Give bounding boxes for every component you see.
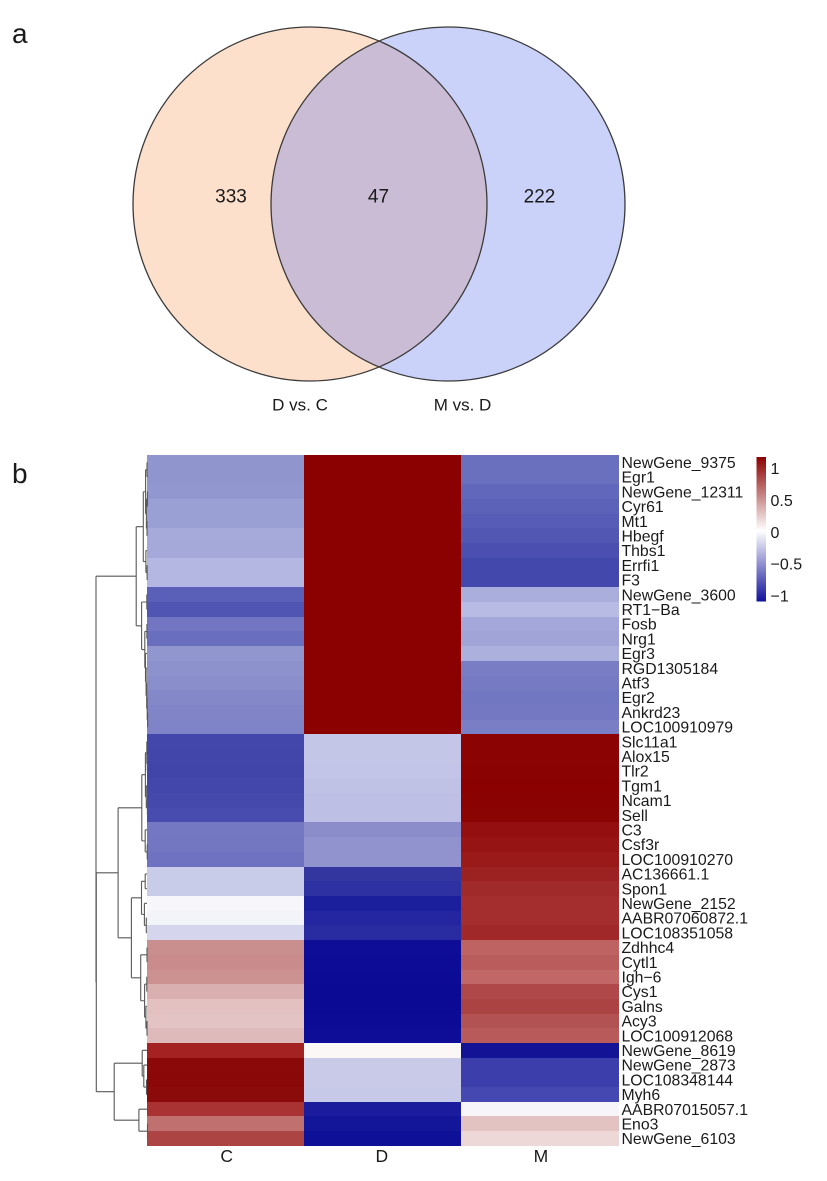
- svg-text:Mt1: Mt1: [622, 514, 649, 531]
- svg-text:−0.5: −0.5: [771, 557, 803, 574]
- svg-text:0.5: 0.5: [771, 493, 793, 510]
- svg-text:333: 333: [215, 187, 247, 208]
- svg-text:M vs. D: M vs. D: [434, 396, 492, 415]
- svg-text:NewGene_6103: NewGene_6103: [622, 1131, 736, 1148]
- svg-text:Sell: Sell: [622, 808, 648, 825]
- svg-text:LOC100910979: LOC100910979: [622, 720, 734, 737]
- svg-text:D vs. C: D vs. C: [272, 396, 328, 415]
- svg-text:Acy3: Acy3: [622, 1014, 657, 1031]
- svg-text:Slc11a1: Slc11a1: [622, 734, 678, 751]
- svg-text:Egr2: Egr2: [622, 690, 655, 707]
- svg-text:Atf3: Atf3: [622, 675, 650, 692]
- svg-text:Eno3: Eno3: [622, 1116, 659, 1133]
- svg-text:NewGene_9375: NewGene_9375: [622, 455, 736, 472]
- svg-text:AABR07060872.1: AABR07060872.1: [622, 911, 749, 928]
- svg-text:b: b: [12, 458, 28, 489]
- svg-text:Igh−6: Igh−6: [622, 969, 662, 986]
- svg-text:LOC100912068: LOC100912068: [622, 1028, 734, 1045]
- svg-text:LOC108351058: LOC108351058: [622, 925, 734, 942]
- svg-text:Tlr2: Tlr2: [622, 764, 649, 781]
- svg-text:Cys1: Cys1: [622, 984, 658, 1001]
- svg-text:NewGene_2873: NewGene_2873: [622, 1058, 736, 1075]
- svg-text:Thbs1: Thbs1: [622, 543, 666, 560]
- svg-text:−1: −1: [771, 589, 789, 606]
- svg-text:D: D: [375, 1146, 388, 1166]
- svg-text:Myh6: Myh6: [622, 1087, 661, 1104]
- svg-text:0: 0: [771, 525, 780, 542]
- svg-text:NewGene_12311: NewGene_12311: [622, 484, 744, 501]
- svg-text:M: M: [534, 1146, 549, 1166]
- svg-text:RT1−Ba: RT1−Ba: [622, 602, 680, 619]
- svg-text:Ankrd23: Ankrd23: [622, 705, 681, 722]
- svg-text:Egr3: Egr3: [622, 646, 656, 663]
- svg-text:F3: F3: [622, 573, 641, 590]
- svg-text:Tgm1: Tgm1: [622, 778, 663, 795]
- svg-text:47: 47: [368, 187, 389, 208]
- svg-text:Cytl1: Cytl1: [622, 955, 658, 972]
- svg-text:1: 1: [771, 461, 780, 478]
- svg-text:Egr1: Egr1: [622, 470, 656, 487]
- svg-text:Galns: Galns: [622, 999, 663, 1016]
- svg-text:222: 222: [524, 187, 556, 208]
- svg-text:NewGene_3600: NewGene_3600: [622, 587, 736, 604]
- svg-text:Cyr61: Cyr61: [622, 499, 664, 516]
- svg-text:Ncam1: Ncam1: [622, 793, 672, 810]
- svg-text:AC136661.1: AC136661.1: [622, 867, 710, 884]
- svg-text:Zdhhc4: Zdhhc4: [622, 940, 675, 957]
- svg-text:NewGene_2152: NewGene_2152: [622, 896, 736, 913]
- svg-text:C3: C3: [622, 822, 642, 839]
- svg-text:Hbegf: Hbegf: [622, 528, 665, 545]
- svg-text:RGD1305184: RGD1305184: [622, 661, 719, 678]
- svg-text:Spon1: Spon1: [622, 881, 668, 898]
- svg-text:a: a: [12, 18, 28, 49]
- svg-text:LOC100910270: LOC100910270: [622, 852, 734, 869]
- svg-text:Fosb: Fosb: [622, 617, 657, 634]
- svg-text:C: C: [220, 1146, 233, 1166]
- svg-text:Errfi1: Errfi1: [622, 558, 660, 575]
- svg-text:Nrg1: Nrg1: [622, 631, 656, 648]
- svg-text:Alox15: Alox15: [622, 749, 671, 766]
- svg-text:AABR07015057.1: AABR07015057.1: [622, 1102, 749, 1119]
- svg-text:NewGene_8619: NewGene_8619: [622, 1043, 736, 1060]
- svg-text:Csf3r: Csf3r: [622, 837, 660, 854]
- svg-text:LOC108348144: LOC108348144: [622, 1072, 734, 1089]
